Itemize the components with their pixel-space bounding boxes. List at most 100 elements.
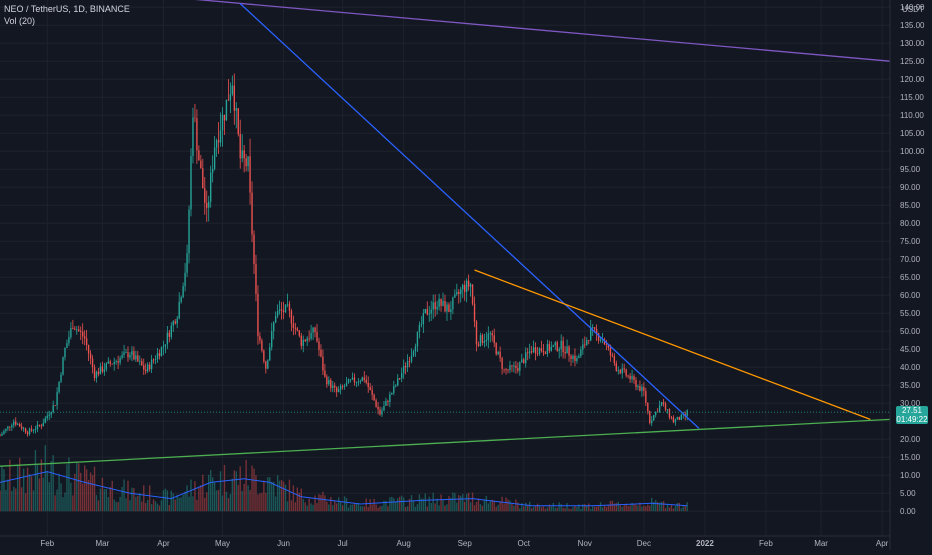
volume-bar: [24, 493, 27, 512]
volume-bar: [430, 502, 432, 512]
volume-bar: [160, 500, 163, 512]
volume-bar: [334, 501, 336, 512]
volume-bar: [245, 459, 247, 512]
volume-bar: [292, 485, 295, 512]
candle-body: [194, 117, 196, 119]
volume-bar: [395, 502, 397, 512]
volume-bar: [507, 499, 509, 512]
volume-bar: [406, 506, 409, 512]
volume-bar: [213, 482, 216, 512]
price-tick-label: 70.00: [900, 255, 921, 264]
candle-body: [469, 284, 472, 287]
candle-body: [678, 417, 681, 420]
volume-bar: [454, 493, 456, 512]
volume-bar: [668, 507, 671, 512]
volume-bar: [666, 503, 669, 512]
candle-body: [479, 335, 482, 346]
candle-body: [578, 355, 580, 358]
candle-body: [391, 392, 393, 395]
volume-bar: [670, 504, 673, 512]
candle-body: [253, 234, 255, 265]
volume-bar: [536, 503, 539, 512]
candle-body: [440, 298, 442, 306]
candle-body: [430, 309, 432, 314]
volume-bar: [290, 500, 293, 512]
volume-bar: [505, 497, 507, 512]
volume-bar: [11, 490, 13, 512]
candle-body: [225, 99, 228, 121]
candle-body: [658, 405, 661, 412]
volume-bar: [385, 500, 387, 512]
volume-bar: [174, 499, 176, 512]
candle-body: [137, 355, 139, 362]
candle-body: [174, 321, 176, 324]
volume-bar: [82, 483, 84, 512]
candle-body: [13, 421, 15, 426]
candle-body: [213, 147, 216, 169]
volume-bar: [491, 499, 493, 512]
candle-body: [668, 409, 671, 418]
volume-bar: [15, 488, 17, 512]
candle-body: [221, 114, 224, 131]
volume-indicator-title[interactable]: Vol (20): [4, 16, 36, 26]
candle-body: [597, 333, 600, 341]
candle-body: [528, 351, 531, 353]
candle-body: [357, 381, 360, 383]
volume-bar: [66, 464, 68, 512]
volume-bar: [645, 506, 647, 512]
volume-bar: [611, 500, 614, 512]
volume-bar: [538, 505, 541, 512]
volume-bar: [607, 505, 610, 512]
candle-body: [227, 99, 230, 101]
candle-body: [249, 156, 251, 193]
volume-bar: [412, 500, 415, 512]
trendline-purple: [194, 0, 891, 62]
candle-body: [20, 426, 23, 429]
volume-bar: [574, 505, 576, 512]
volume-bar: [170, 490, 172, 512]
volume-bar: [651, 497, 653, 512]
candle-body: [34, 429, 37, 431]
candle-body: [485, 339, 488, 342]
volume-bar: [582, 504, 584, 512]
volume-bar: [605, 506, 608, 512]
volume-bar: [613, 503, 616, 512]
candle-body: [402, 366, 405, 374]
candle-body: [639, 386, 641, 391]
candle-body: [576, 357, 578, 362]
candle-body: [300, 335, 302, 346]
candle-body: [341, 386, 344, 388]
candle-body: [410, 355, 413, 362]
candle-body: [17, 424, 19, 425]
volume-bar: [554, 507, 556, 512]
candle-body: [58, 381, 60, 393]
candle-body: [355, 381, 358, 383]
candle-body: [572, 355, 574, 360]
volume-bar: [229, 494, 232, 512]
volume-bar: [19, 457, 21, 512]
volume-bar: [353, 503, 356, 512]
time-tick-label: Mar: [814, 539, 828, 548]
candle-body: [590, 327, 592, 341]
symbol-title[interactable]: NEO / TetherUS, 1D, BINANCE: [4, 4, 130, 14]
candle-body: [93, 367, 96, 379]
time-tick-label: Sep: [458, 539, 473, 548]
candle-body: [509, 365, 511, 370]
candle-body: [412, 351, 415, 356]
volume-bar: [101, 477, 104, 512]
candle-body: [80, 330, 82, 332]
volume-bar: [225, 491, 228, 512]
volume-bar: [452, 492, 454, 512]
candle-body: [184, 272, 186, 287]
volume-bar: [422, 498, 425, 512]
volume-bar: [288, 479, 291, 512]
candle-body: [591, 327, 594, 328]
candle-body: [527, 352, 529, 354]
candle-body: [501, 358, 503, 369]
candle-body: [605, 344, 608, 346]
volume-bar: [402, 497, 405, 512]
candle-body: [143, 365, 145, 370]
volume-bar: [253, 468, 255, 512]
